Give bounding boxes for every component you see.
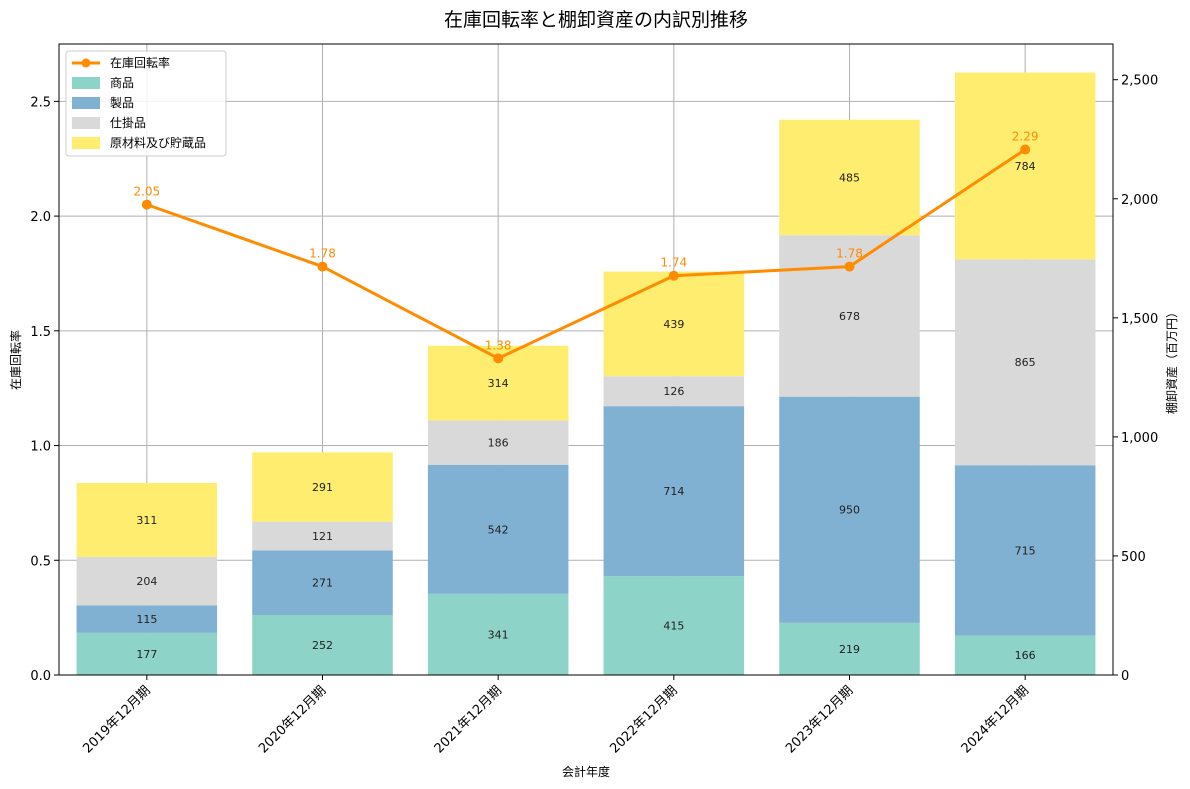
bar-label-1-3: 714 bbox=[663, 485, 684, 498]
bar-label-3-3: 439 bbox=[663, 318, 684, 331]
turnover-point-4 bbox=[844, 261, 855, 272]
bar-label-3-0: 311 bbox=[136, 514, 157, 527]
bar-1-4 bbox=[779, 396, 920, 623]
bar-label-1-4: 950 bbox=[839, 504, 860, 517]
bar-label-2-4: 678 bbox=[839, 310, 860, 323]
y-axis-right-title: 棚卸資産（百万円） bbox=[1164, 306, 1179, 414]
bar-label-1-0: 115 bbox=[136, 613, 157, 626]
x-tick-label-1: 2020年12月期 bbox=[256, 683, 329, 756]
bar-0-0 bbox=[76, 632, 218, 675]
y-left-tick-label-0: 0.0 bbox=[30, 669, 51, 684]
legend-swatch-2 bbox=[72, 117, 100, 129]
bar-0-1 bbox=[252, 614, 393, 675]
plot-frame bbox=[58, 43, 1114, 676]
chart-title: 在庫回転率と棚卸資産の内訳別推移 bbox=[444, 9, 748, 31]
turnover-label-1: 1.78 bbox=[309, 247, 336, 261]
bar-2-0 bbox=[76, 556, 218, 606]
legend-swatch-0 bbox=[72, 77, 100, 89]
bar-2-5 bbox=[954, 259, 1096, 466]
legend-label-line: 在庫回転率 bbox=[110, 55, 170, 70]
legend-line-marker bbox=[81, 58, 91, 68]
turnover-point-2 bbox=[493, 353, 504, 364]
bar-label-0-4: 219 bbox=[839, 643, 860, 656]
bar-3-4 bbox=[779, 119, 920, 236]
turnover-point-3 bbox=[668, 270, 679, 281]
y-right-tick-label-1: 500 bbox=[1121, 550, 1146, 565]
bar-1-0 bbox=[76, 605, 218, 633]
bar-label-0-1: 252 bbox=[312, 639, 333, 652]
bar-label-3-2: 314 bbox=[488, 377, 509, 390]
y-right-tick-label-5: 2,500 bbox=[1121, 74, 1158, 89]
bar-3-3 bbox=[603, 271, 745, 377]
bar-2-3 bbox=[603, 376, 745, 407]
legend-label-3: 原材料及び貯蔵品 bbox=[110, 136, 206, 150]
bar-label-0-2: 341 bbox=[488, 628, 509, 641]
bar-label-1-5: 715 bbox=[1015, 544, 1036, 557]
x-tick-label-4: 2023年12月期 bbox=[783, 683, 856, 756]
y-right-tick-label-2: 1,000 bbox=[1121, 431, 1158, 446]
turnover-label-2: 1.38 bbox=[485, 338, 512, 352]
bar-2-2 bbox=[427, 420, 569, 465]
legend-label-0: 商品 bbox=[110, 75, 134, 90]
bar-label-2-0: 204 bbox=[136, 575, 157, 588]
bars-layer: 177 252 341 415 219 166 115 271 542 714 950 715 204 1… bbox=[76, 72, 1096, 675]
bar-0-5 bbox=[954, 635, 1096, 675]
x-tick-label-0: 2019年12月期 bbox=[80, 683, 153, 756]
bar-1-5 bbox=[954, 465, 1096, 636]
bar-label-0-3: 415 bbox=[663, 620, 684, 633]
bar-label-0-0: 177 bbox=[136, 648, 157, 661]
bar-label-1-2: 542 bbox=[488, 523, 509, 536]
x-tick-label-3: 2022年12月期 bbox=[607, 683, 680, 756]
bar-label-2-5: 865 bbox=[1015, 356, 1036, 369]
bar-0-4 bbox=[779, 622, 920, 675]
y-left-tick-label-5: 2.5 bbox=[30, 95, 51, 110]
turnover-point-0 bbox=[141, 199, 152, 210]
bar-3-1 bbox=[252, 452, 393, 522]
bar-1-3 bbox=[603, 406, 745, 577]
bar-label-3-5: 784 bbox=[1015, 160, 1036, 173]
turnover-label-5: 2.29 bbox=[1012, 130, 1039, 144]
bar-0-3 bbox=[603, 576, 745, 675]
turnover-label-4: 1.78 bbox=[836, 247, 863, 261]
turnover-point-5 bbox=[1020, 144, 1031, 155]
y-right-tick-label-3: 1,500 bbox=[1121, 312, 1158, 327]
legend-label-2: 仕掛品 bbox=[110, 115, 146, 130]
bar-label-1-1: 271 bbox=[312, 577, 333, 590]
legend-swatch-3 bbox=[72, 137, 100, 149]
y-left-tick-label-2: 1.0 bbox=[30, 440, 51, 455]
y-left-tick-label-3: 1.5 bbox=[30, 325, 51, 340]
bar-label-0-5: 166 bbox=[1015, 649, 1036, 662]
x-axis-title: 会計年度 bbox=[562, 764, 610, 779]
legend-box bbox=[65, 50, 227, 157]
y-right-tick-label-0: 0 bbox=[1121, 669, 1129, 684]
bar-2-1 bbox=[252, 521, 393, 551]
bar-label-2-3: 126 bbox=[663, 385, 684, 398]
legend-swatch-1 bbox=[72, 97, 100, 109]
turnover-line bbox=[146, 148, 1026, 360]
x-tick-label-5: 2024年12月期 bbox=[959, 683, 1032, 756]
bar-1-2 bbox=[427, 464, 569, 594]
bar-label-2-1: 121 bbox=[312, 530, 333, 543]
line-layer: 2.05 1.78 1.38 1.74 1.78 2.29 bbox=[133, 130, 1039, 364]
bar-label-3-1: 291 bbox=[312, 481, 333, 494]
bar-1-1 bbox=[252, 550, 393, 615]
turnover-point-1 bbox=[317, 261, 328, 272]
y-left-tick-label-4: 2.0 bbox=[30, 210, 51, 225]
y-right-tick-label-4: 2,000 bbox=[1121, 193, 1158, 208]
legend-label-1: 製品 bbox=[110, 96, 134, 110]
bar-label-2-2: 186 bbox=[488, 437, 509, 450]
y-left-tick-label-1: 0.5 bbox=[30, 554, 51, 569]
bar-0-2 bbox=[427, 593, 569, 675]
x-tick-label-2: 2021年12月期 bbox=[432, 683, 505, 756]
bar-3-5 bbox=[954, 72, 1096, 260]
bar-label-3-4: 485 bbox=[839, 171, 860, 184]
turnover-label-3: 1.74 bbox=[660, 256, 687, 270]
turnover-label-0: 2.05 bbox=[133, 185, 160, 199]
bar-3-0 bbox=[76, 482, 218, 557]
y-axis-left-title: 在庫回転率 bbox=[8, 330, 23, 390]
